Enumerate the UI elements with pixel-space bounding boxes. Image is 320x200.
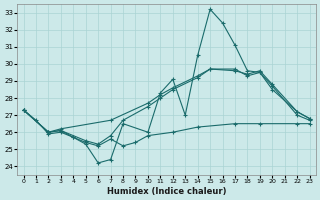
X-axis label: Humidex (Indice chaleur): Humidex (Indice chaleur): [107, 187, 226, 196]
